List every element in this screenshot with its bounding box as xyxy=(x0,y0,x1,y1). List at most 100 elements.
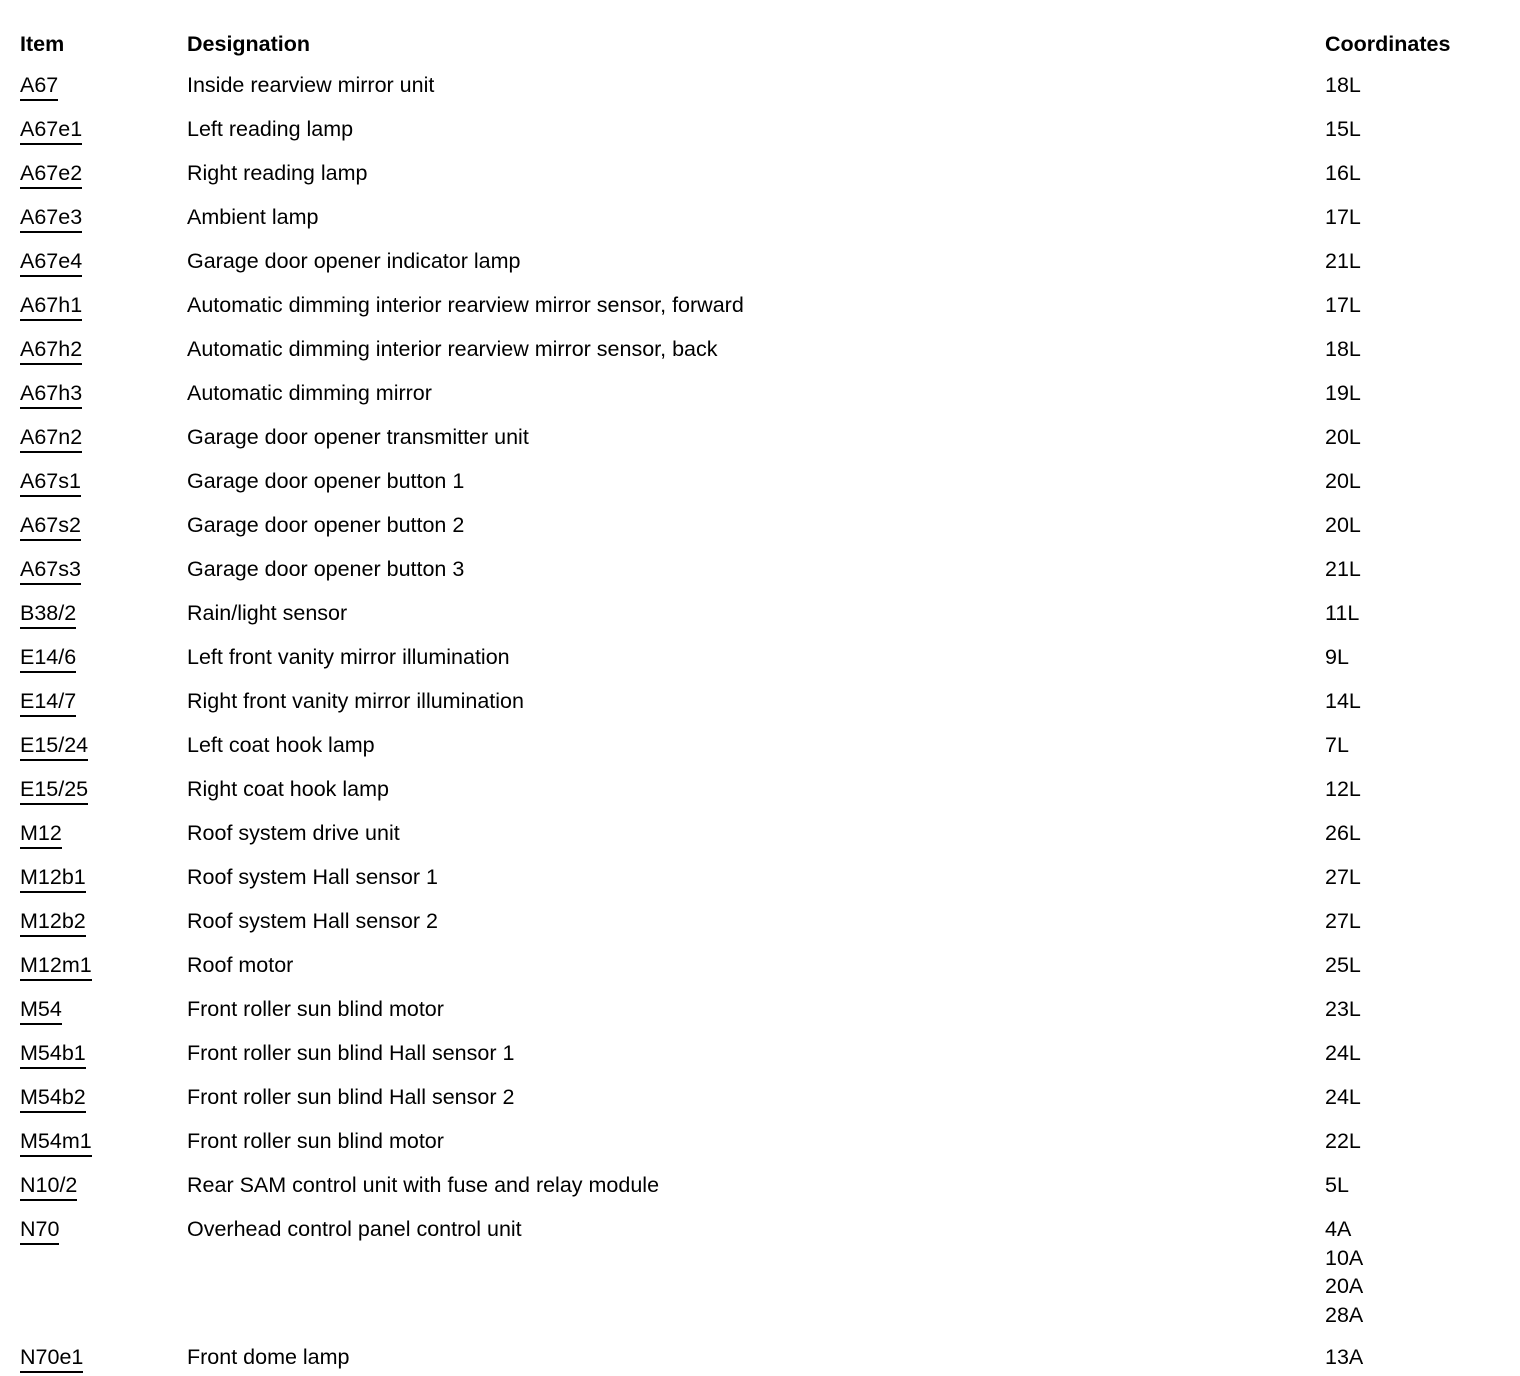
coordinates-cell: 14L xyxy=(1325,687,1500,731)
coordinates-cell: 26L xyxy=(1325,819,1500,863)
designation-cell: Right coat hook lamp xyxy=(187,777,389,802)
designation-cell: Front roller sun blind Hall sensor 1 xyxy=(187,1041,515,1066)
coordinate-value: 20L xyxy=(1325,469,1361,494)
table-row: E14/7 Right front vanity mirror illuminat… xyxy=(20,687,1500,731)
item-code-link[interactable]: A67s3 xyxy=(20,557,81,586)
coordinates-cell: 20L xyxy=(1325,423,1500,467)
item-code-link[interactable]: B38/2 xyxy=(20,601,77,630)
designation-cell: Left reading lamp xyxy=(187,117,354,142)
designation-cell: Automatic dimming interior rearview mirr… xyxy=(187,337,718,362)
item-cell: M54b2 xyxy=(20,1083,187,1127)
coordinates-cell: 24L xyxy=(1325,1083,1500,1127)
item-code-link[interactable]: A67s2 xyxy=(20,513,81,542)
item-cell: A67s3 xyxy=(20,555,187,599)
coordinates-cell: 13A xyxy=(1325,1343,1500,1376)
item-code-link[interactable]: E14/6 xyxy=(20,645,77,674)
table-row: A67s2 Garage door opener button 2 20L xyxy=(20,511,1500,555)
item-cell: A67e2 xyxy=(20,159,187,203)
item-cell: M54 xyxy=(20,995,187,1039)
legend-table: Item Designation Coordinates A67 Inside r… xyxy=(20,30,1500,1376)
item-code-link[interactable]: M54b2 xyxy=(20,1085,86,1114)
table-row: A67s1 Garage door opener button 1 20L xyxy=(20,467,1500,511)
item-code-link[interactable]: E15/24 xyxy=(20,733,89,762)
coordinates-cell: 21L xyxy=(1325,247,1500,291)
item-cell: M12m1 xyxy=(20,951,187,995)
item-code-link[interactable]: A67h2 xyxy=(20,337,83,366)
designation-cell: Ambient lamp xyxy=(187,205,319,230)
item-code-link[interactable]: A67e1 xyxy=(20,117,83,146)
item-code-link[interactable]: E14/7 xyxy=(20,689,77,718)
item-code-link[interactable]: A67n2 xyxy=(20,425,83,454)
designation-cell: Garage door opener button 3 xyxy=(187,557,465,582)
item-code-link[interactable]: N70 xyxy=(20,1217,60,1246)
item-code-link[interactable]: M12m1 xyxy=(20,953,92,982)
designation-cell: Left front vanity mirror illumination xyxy=(187,645,510,670)
item-code-link[interactable]: M54m1 xyxy=(20,1129,92,1158)
item-code-link[interactable]: A67e4 xyxy=(20,249,83,278)
designation-cell: Automatic dimming mirror xyxy=(187,381,432,406)
coordinate-value: 4A xyxy=(1325,1217,1352,1242)
coordinate-value: 10A xyxy=(1325,1245,1364,1270)
item-cell: M54m1 xyxy=(20,1127,187,1171)
table-row: N70e1 Front dome lamp 13A xyxy=(20,1343,1500,1376)
item-cell: M54b1 xyxy=(20,1039,187,1083)
item-code-link[interactable]: M54b1 xyxy=(20,1041,86,1070)
table-row: M12b1 Roof system Hall sensor 1 27L xyxy=(20,863,1500,907)
coordinate-value: 18L xyxy=(1325,337,1361,362)
coordinate-value: 20L xyxy=(1325,513,1361,538)
coordinate-value: 28A xyxy=(1325,1302,1364,1327)
designation-cell: Right front vanity mirror illumination xyxy=(187,689,524,714)
coordinates-cell: 21L xyxy=(1325,555,1500,599)
designation-cell: Front dome lamp xyxy=(187,1345,350,1370)
item-code-link[interactable]: A67e2 xyxy=(20,161,83,190)
table-header: Item Designation Coordinates xyxy=(20,30,1500,71)
table-row: A67e2 Right reading lamp 16L xyxy=(20,159,1500,203)
table-row: A67e1 Left reading lamp 15L xyxy=(20,115,1500,159)
item-cell: A67h1 xyxy=(20,291,187,335)
item-code-link[interactable]: N10/2 xyxy=(20,1173,78,1202)
header-row: Item Designation Coordinates xyxy=(20,30,1500,71)
coordinates-cell: 23L xyxy=(1325,995,1500,1039)
item-cell: E14/6 xyxy=(20,643,187,687)
table-row: E15/25 Right coat hook lamp 12L xyxy=(20,775,1500,819)
column-header-coordinates: Coordinates xyxy=(1325,32,1451,56)
column-header-designation: Designation xyxy=(187,32,311,56)
item-code-link[interactable]: M12 xyxy=(20,821,62,850)
designation-cell: Roof system Hall sensor 1 xyxy=(187,865,438,890)
table-row: A67e3 Ambient lamp 17L xyxy=(20,203,1500,247)
item-cell: M12b1 xyxy=(20,863,187,907)
table-row: A67h3 Automatic dimming mirror 19L xyxy=(20,379,1500,423)
coordinate-value: 18L xyxy=(1325,73,1361,98)
item-code-link[interactable]: A67h1 xyxy=(20,293,83,322)
table-row: A67s3 Garage door opener button 3 21L xyxy=(20,555,1500,599)
coordinate-value: 27L xyxy=(1325,865,1361,890)
item-code-link[interactable]: M12b2 xyxy=(20,909,86,938)
item-cell: M12b2 xyxy=(20,907,187,951)
coordinate-value: 16L xyxy=(1325,161,1361,186)
coordinates-cell: 20L xyxy=(1325,511,1500,555)
designation-cell: Overhead control panel control unit xyxy=(187,1217,522,1242)
table-row: M12 Roof system drive unit 26L xyxy=(20,819,1500,863)
designation-cell: Garage door opener transmitter unit xyxy=(187,425,529,450)
coordinates-cell: 4A 10A 20A 28A xyxy=(1325,1215,1500,1343)
coordinates-cell: 22L xyxy=(1325,1127,1500,1171)
table-row: N10/2 Rear SAM control unit with fuse and… xyxy=(20,1171,1500,1215)
coordinates-cell: 9L xyxy=(1325,643,1500,687)
designation-cell: Automatic dimming interior rearview mirr… xyxy=(187,293,744,318)
table-row: N70 Overhead control panel control unit 4A… xyxy=(20,1215,1500,1343)
item-code-link[interactable]: A67 xyxy=(20,73,59,102)
coordinate-value: 22L xyxy=(1325,1129,1361,1154)
item-code-link[interactable]: M54 xyxy=(20,997,62,1026)
coordinates-cell: 11L xyxy=(1325,599,1500,643)
item-code-link[interactable]: A67h3 xyxy=(20,381,83,410)
item-code-link[interactable]: N70e1 xyxy=(20,1345,84,1374)
item-code-link[interactable]: E15/25 xyxy=(20,777,89,806)
item-code-link[interactable]: A67e3 xyxy=(20,205,83,234)
item-code-link[interactable]: A67s1 xyxy=(20,469,81,498)
coordinate-value: 26L xyxy=(1325,821,1361,846)
table-body: A67 Inside rearview mirror unit 18L A67e1 Le… xyxy=(20,71,1500,1376)
item-cell: A67n2 xyxy=(20,423,187,467)
coordinate-value: 12L xyxy=(1325,777,1361,802)
item-code-link[interactable]: M12b1 xyxy=(20,865,86,894)
